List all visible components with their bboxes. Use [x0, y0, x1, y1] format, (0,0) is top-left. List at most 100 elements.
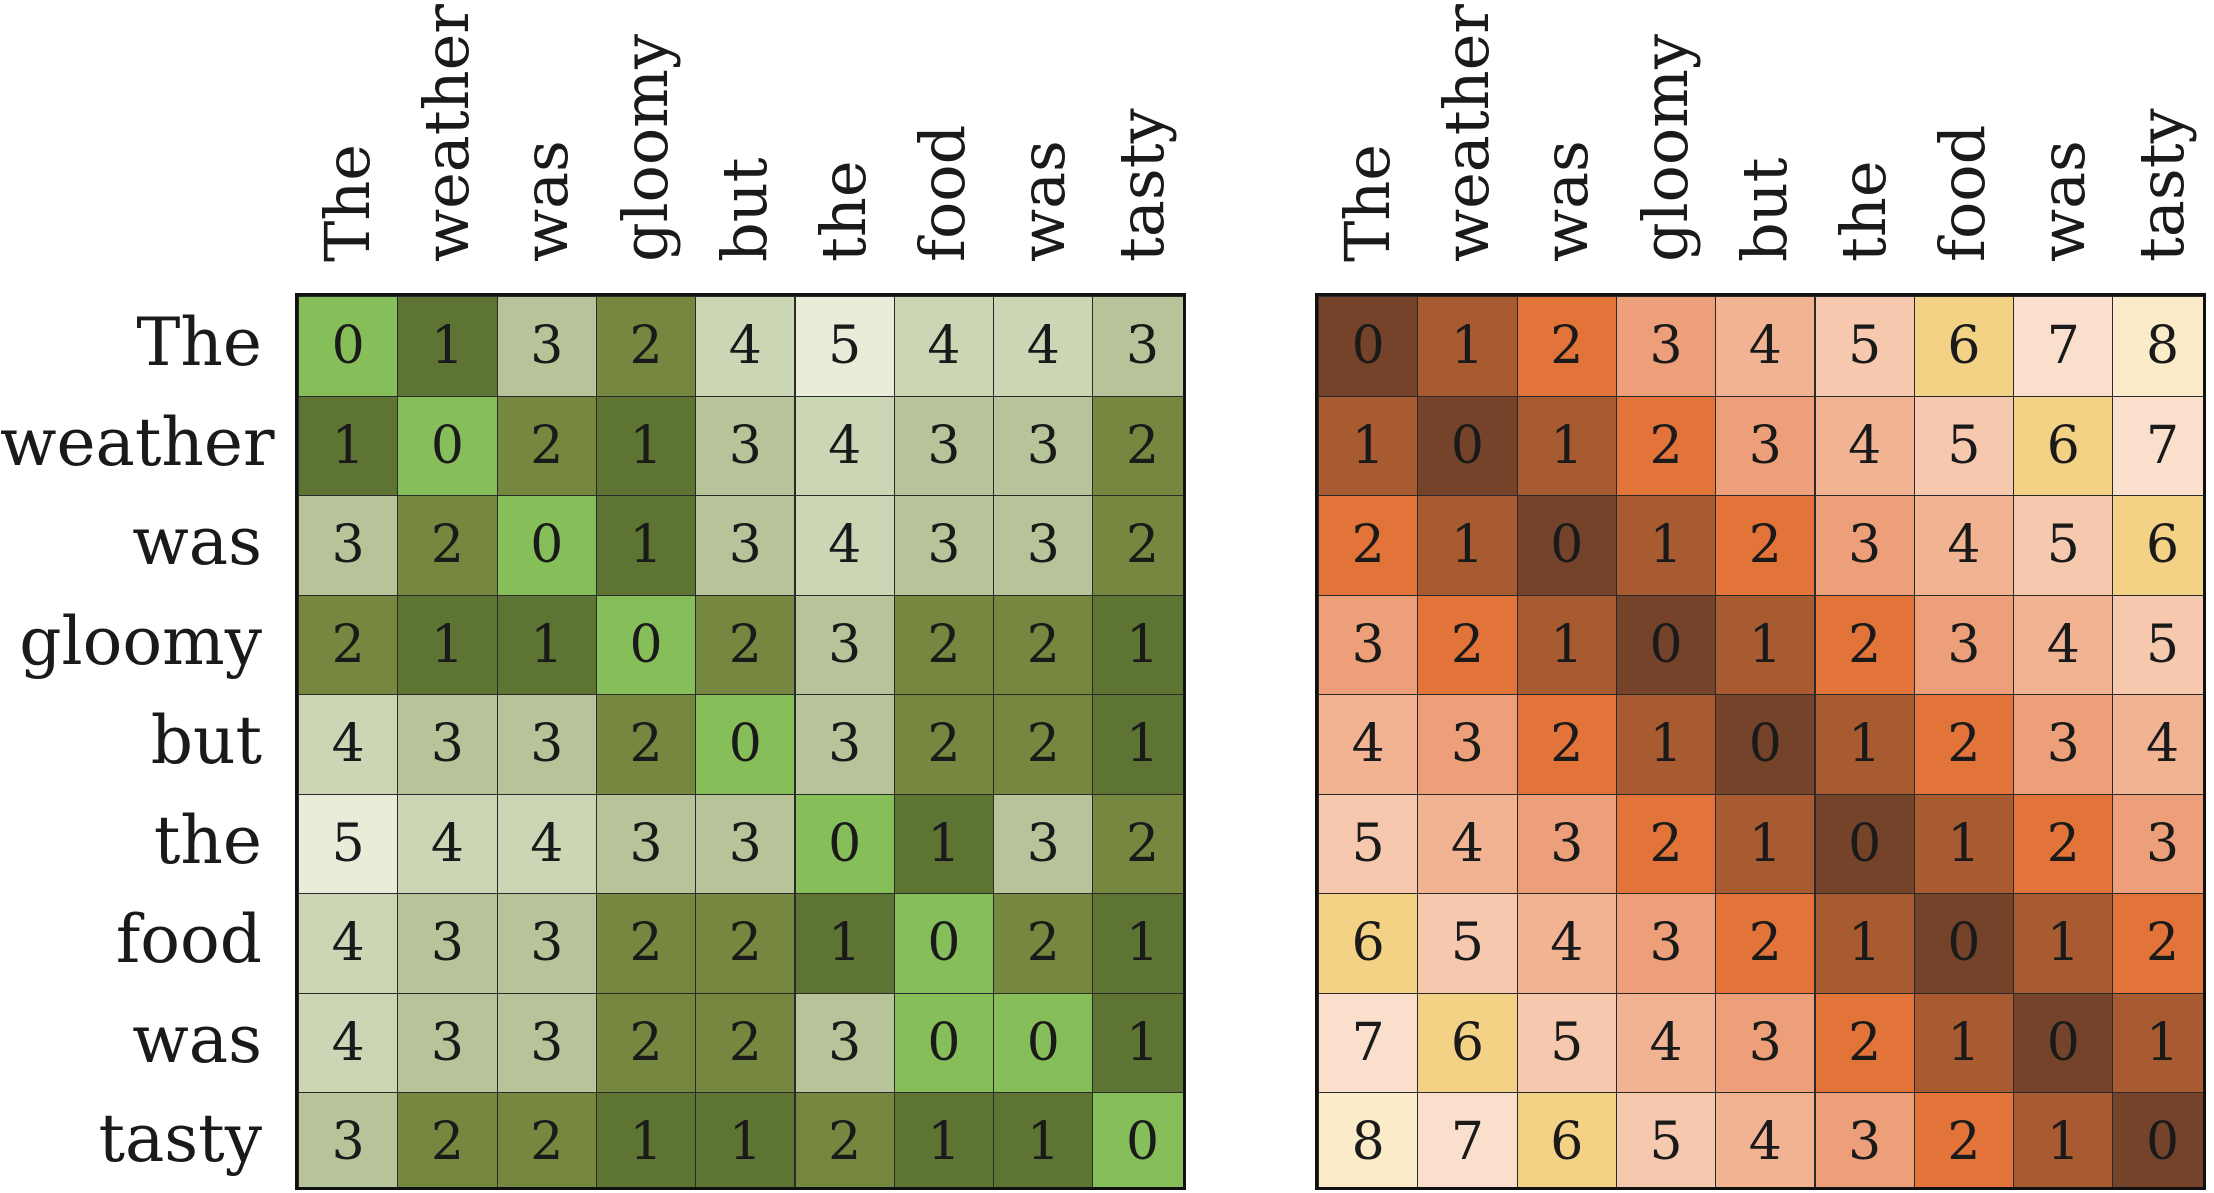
- right-matrix-cell: 0: [1814, 793, 1915, 894]
- left-matrix-cell: 0: [695, 694, 796, 795]
- right-matrix-cell: 1: [1516, 594, 1617, 695]
- left-matrix-cell: 2: [893, 594, 995, 695]
- right-matrix-cell: 3: [1913, 594, 2015, 695]
- right-matrix-cell: 3: [1615, 296, 1717, 397]
- right-matrix-cell: 5: [1318, 793, 1419, 894]
- left-matrix-col-label: was: [1005, 140, 1079, 262]
- left-matrix-cell: 3: [397, 893, 498, 994]
- left-matrix-cell: 1: [595, 1092, 697, 1187]
- left-matrix-cell: 2: [496, 395, 597, 496]
- left-matrix-row-label: weather: [0, 403, 275, 481]
- left-matrix-cell: 2: [893, 694, 995, 795]
- left-matrix-cell: 3: [794, 992, 895, 1093]
- left-matrix-row-label: was: [132, 1000, 262, 1078]
- left-matrix-col-label: but: [707, 157, 781, 262]
- left-matrix-cell: 2: [595, 992, 697, 1093]
- right-matrix-cell: 2: [1715, 893, 1816, 994]
- right-matrix-col-label: The: [1330, 144, 1404, 262]
- right-matrix-cell: 4: [2013, 594, 2114, 695]
- right-matrix-cell: 4: [2112, 694, 2203, 795]
- right-matrix-cell: 2: [1814, 594, 1915, 695]
- left-matrix-cell: 4: [794, 395, 895, 496]
- right-matrix-cell: 1: [1615, 495, 1717, 596]
- left-matrix-cell: 4: [298, 992, 399, 1093]
- left-matrix-cell: 2: [298, 594, 399, 695]
- left-matrix-cell: 1: [397, 296, 498, 397]
- right-matrix-cell: 1: [1715, 594, 1816, 695]
- right-matrix-cell: 3: [1318, 594, 1419, 695]
- right-matrix-cell: 4: [1913, 495, 2015, 596]
- left-matrix-row-label: gloomy: [19, 602, 262, 680]
- left-matrix-cell: 2: [993, 694, 1094, 795]
- right-matrix-col-label: was: [1529, 140, 1603, 262]
- right-matrix-cell: 3: [1417, 694, 1518, 795]
- right-matrix-cell: 0: [1417, 395, 1518, 496]
- right-matrix-cell: 2: [1516, 296, 1617, 397]
- left-matrix-cell: 1: [993, 1092, 1094, 1187]
- right-matrix-cell: 3: [1516, 793, 1617, 894]
- right-matrix-cell: 5: [1615, 1092, 1717, 1187]
- left-matrix-row-label: food: [115, 901, 262, 978]
- right-matrix-cell: 2: [1516, 694, 1617, 795]
- right-matrix-cell: 6: [1913, 296, 2015, 397]
- left-matrix-cell: 2: [496, 1092, 597, 1187]
- left-matrix-cell: 1: [1092, 594, 1183, 695]
- right-matrix-cell: 1: [1913, 992, 2015, 1093]
- right-matrix-cell: 1: [1318, 395, 1419, 496]
- right-matrix-cell: 4: [1318, 694, 1419, 795]
- left-matrix-cell: 0: [893, 893, 995, 994]
- left-matrix-cell: 1: [595, 395, 697, 496]
- left-matrix-cell: 1: [1092, 992, 1183, 1093]
- right-matrix-cell: 7: [2112, 395, 2203, 496]
- right-matrix-cell: 8: [1318, 1092, 1419, 1187]
- right-matrix-cell: 5: [1417, 893, 1518, 994]
- right-matrix-cell: 6: [2112, 495, 2203, 596]
- left-matrix-cell: 3: [496, 694, 597, 795]
- left-matrix-cell: 1: [496, 594, 597, 695]
- left-matrix-cell: 2: [695, 594, 796, 695]
- left-matrix-cell: 0: [397, 395, 498, 496]
- left-matrix-cell: 3: [496, 992, 597, 1093]
- left-matrix-cell: 2: [993, 594, 1094, 695]
- right-matrix-cell: 8: [2112, 296, 2203, 397]
- left-matrix-cell: 3: [993, 395, 1094, 496]
- left-matrix-row-label: was: [132, 503, 262, 580]
- right-matrix-cell: 4: [1715, 296, 1816, 397]
- left-matrix-cell: 4: [496, 793, 597, 894]
- left-matrix-row-label: The: [136, 304, 262, 381]
- left-matrix-cell: 2: [695, 992, 796, 1093]
- left-matrix-cell: 0: [298, 296, 399, 397]
- left-matrix-cell: 0: [794, 793, 895, 894]
- right-matrix-cell: 7: [2013, 296, 2114, 397]
- right-matrix-cell: 3: [1814, 495, 1915, 596]
- right-matrix-cell: 7: [1417, 1092, 1518, 1187]
- left-matrix-cell: 2: [1092, 395, 1183, 496]
- left-matrix-cell: 4: [397, 793, 498, 894]
- left-matrix-cell: 2: [595, 893, 697, 994]
- right-matrix-cell: 0: [1516, 495, 1617, 596]
- right-matrix-cell: 1: [2112, 992, 2203, 1093]
- right-matrix-cell: 1: [1814, 893, 1915, 994]
- right-matrix-cell: 4: [1814, 395, 1915, 496]
- right-matrix-cell: 2: [2013, 793, 2114, 894]
- left-matrix-cell: 4: [695, 296, 796, 397]
- left-matrix-col-label: tasty: [1105, 108, 1179, 262]
- left-matrix-cell: 3: [993, 495, 1094, 596]
- right-matrix-cell: 1: [2013, 1092, 2114, 1187]
- left-matrix-cell: 3: [298, 1092, 399, 1187]
- right-matrix-cell: 1: [1417, 296, 1518, 397]
- right-matrix-cell: 5: [2013, 495, 2114, 596]
- right-matrix-cell: 3: [2112, 793, 2203, 894]
- left-matrix-cell: 0: [595, 594, 697, 695]
- left-matrix-cell: 3: [496, 893, 597, 994]
- right-matrix-col-label: but: [1727, 157, 1801, 262]
- right-matrix-cell: 4: [1516, 893, 1617, 994]
- right-matrix-cell: 5: [1516, 992, 1617, 1093]
- right-matrix-cell: 2: [1913, 1092, 2015, 1187]
- right-matrix-cell: 2: [1715, 495, 1816, 596]
- right-matrix-cell: 6: [1516, 1092, 1617, 1187]
- right-matrix-cell: 3: [1814, 1092, 1915, 1187]
- right-matrix-cell: 4: [1417, 793, 1518, 894]
- right-matrix-cell: 4: [1715, 1092, 1816, 1187]
